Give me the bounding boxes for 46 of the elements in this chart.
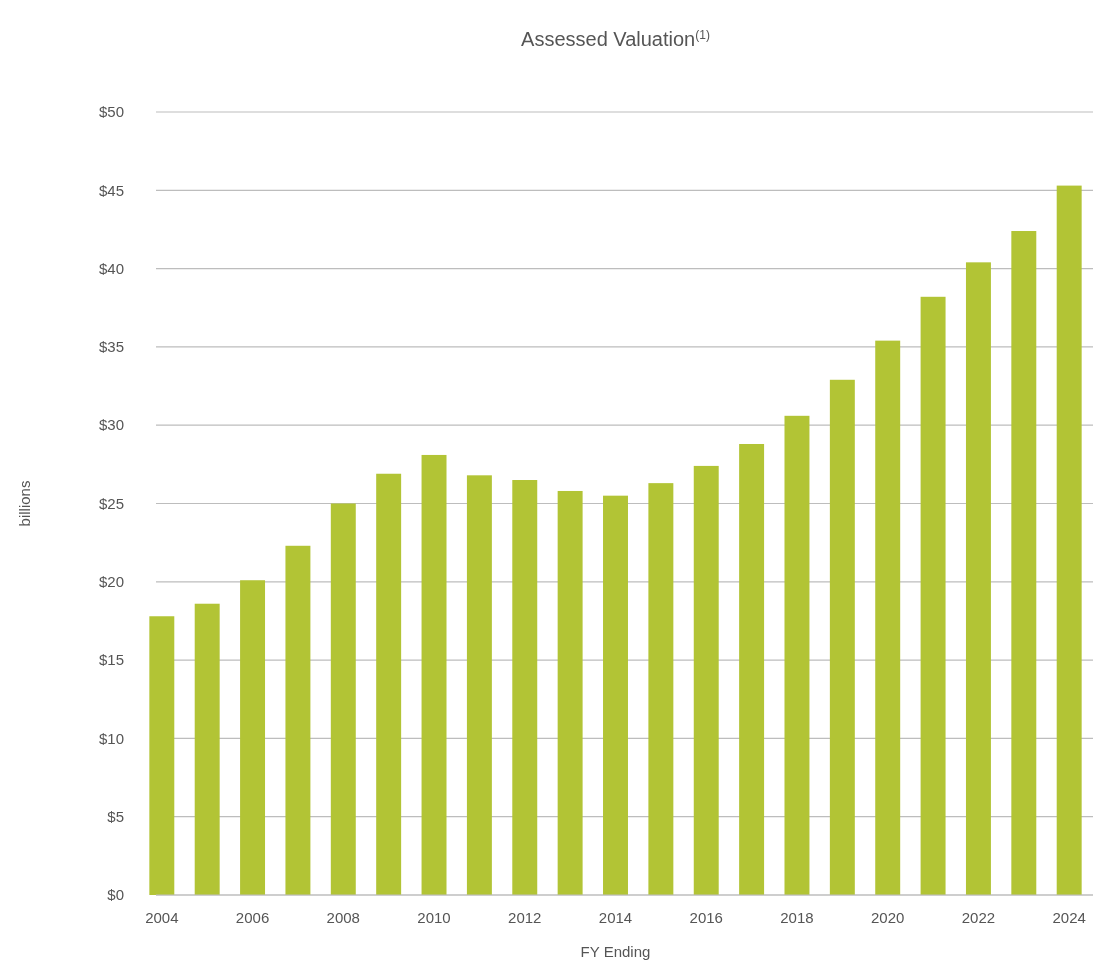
x-tick-label: 2022 <box>961 909 996 926</box>
y-tick-label: $5 <box>107 807 124 825</box>
y-tick-label: $45 <box>98 181 124 199</box>
bar <box>648 483 674 895</box>
chart-title: Assessed Valuation$^{(1)}$ <box>521 28 710 50</box>
bar <box>739 443 765 895</box>
bar <box>376 473 402 895</box>
x-tick-label: 2014 <box>598 909 633 926</box>
x-tick-label: 2004 <box>145 909 179 926</box>
bar <box>557 490 583 895</box>
bar <box>421 454 447 895</box>
bar <box>194 603 220 895</box>
x-tick-label: 2016 <box>689 909 723 926</box>
x-tick-label: 2006 <box>235 909 270 926</box>
bar <box>466 475 492 895</box>
bar <box>512 480 538 895</box>
bar <box>330 503 356 895</box>
y-tick-label: $10 <box>98 729 124 747</box>
x-tick-label: 2012 <box>508 909 542 926</box>
bar <box>829 379 855 895</box>
y-tick-label: $40 <box>98 259 124 277</box>
bar <box>240 580 266 895</box>
y-tick-label: $50 <box>98 103 124 121</box>
x-tick-label: 2018 <box>780 909 814 926</box>
bar <box>875 340 901 895</box>
bar <box>693 465 719 895</box>
y-tick-label: $20 <box>98 573 124 591</box>
bar <box>285 545 311 895</box>
x-tick-label: 2024 <box>1052 909 1086 926</box>
bar <box>1056 185 1082 895</box>
bar <box>920 296 946 895</box>
bar <box>965 262 991 895</box>
x-tick-label: 2010 <box>417 909 451 926</box>
bar <box>149 616 175 895</box>
y-tick-label: $30 <box>98 416 124 434</box>
y-tick-label: $15 <box>98 651 124 669</box>
bar <box>1011 231 1037 895</box>
x-tick-label: 2020 <box>871 909 905 926</box>
y-tick-label: $0 <box>107 886 124 904</box>
y-axis-title: billions <box>16 480 33 527</box>
bar <box>603 495 628 895</box>
x-tick-label: 2008 <box>326 909 360 926</box>
y-tick-label: $35 <box>98 338 124 356</box>
x-axis-title: FY Ending <box>580 943 651 960</box>
y-tick-label: $25 <box>98 494 124 512</box>
bar <box>784 415 810 895</box>
